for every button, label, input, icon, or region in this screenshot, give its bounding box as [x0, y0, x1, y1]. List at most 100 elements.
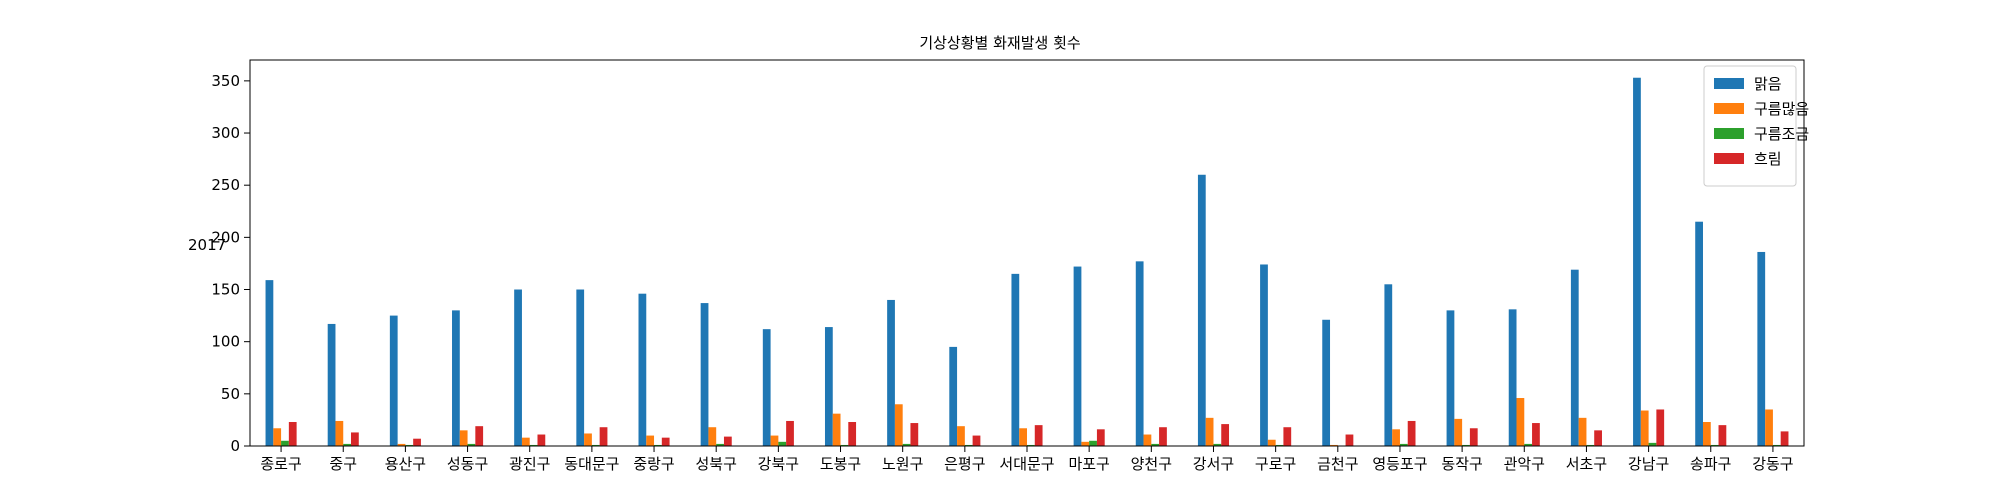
- bars-layer: [265, 77, 1789, 446]
- bar: [786, 420, 794, 446]
- bar: [521, 437, 530, 446]
- x-tick-label: 동대문구: [564, 455, 619, 473]
- bar: [1648, 442, 1657, 446]
- bar: [1221, 424, 1230, 446]
- bar: [1143, 434, 1152, 446]
- bar: [1275, 444, 1284, 446]
- bar: [1532, 423, 1540, 446]
- bar: [452, 310, 460, 446]
- bar: [1454, 418, 1463, 446]
- bar: [848, 422, 857, 446]
- bar: [1267, 439, 1276, 446]
- bar: [475, 426, 484, 446]
- bar: [1322, 319, 1331, 446]
- bar: [1384, 284, 1393, 446]
- bar: [1640, 410, 1649, 446]
- bar: [389, 315, 398, 446]
- bar: [887, 299, 895, 446]
- bar: [716, 443, 724, 446]
- legend-swatch: [1714, 78, 1744, 89]
- bar: [661, 437, 670, 446]
- x-tick-label: 종로구: [260, 455, 301, 473]
- x-tick-label: 서대문구: [999, 455, 1054, 473]
- y-tick-label: 350: [211, 72, 240, 90]
- series-4: [288, 409, 1789, 446]
- bar: [972, 435, 981, 446]
- x-tick-label: 영등포구: [1372, 455, 1427, 473]
- bar: [824, 327, 833, 446]
- bar: [1462, 444, 1470, 446]
- bar: [1330, 444, 1338, 446]
- y-tick-label: 200: [211, 228, 240, 246]
- bar: [335, 420, 344, 446]
- bar: [1695, 221, 1703, 446]
- bar: [576, 289, 585, 446]
- bar: [1283, 427, 1292, 446]
- bar: [1159, 427, 1167, 446]
- bar: [1073, 266, 1082, 446]
- bar: [1508, 309, 1517, 446]
- y-tick-label: 100: [211, 333, 240, 351]
- bar: [1710, 444, 1719, 446]
- bar: [1765, 409, 1773, 446]
- legend-swatch: [1714, 103, 1744, 114]
- bar: [1780, 431, 1789, 446]
- y-tick-label: 50: [221, 385, 240, 403]
- bar: [514, 289, 522, 446]
- y-axis-label: 2017: [188, 236, 226, 254]
- bar: [770, 435, 779, 446]
- bar: [281, 440, 289, 446]
- series-3: [281, 440, 1781, 446]
- bar: [327, 323, 336, 446]
- bar: [584, 433, 592, 446]
- x-tick-label: 강동구: [1752, 455, 1793, 473]
- legend-label: 흐림: [1754, 150, 1782, 168]
- x-tick-label: 양천구: [1131, 455, 1172, 473]
- x-tick-label: 송파구: [1690, 455, 1731, 473]
- bar: [1027, 444, 1035, 446]
- x-tick-label: 마포구: [1068, 455, 1109, 473]
- legend-label: 구름조금: [1754, 125, 1809, 143]
- bar: [459, 430, 468, 446]
- y-tick-label: 0: [230, 437, 240, 455]
- bar: [1399, 443, 1408, 446]
- legend-swatch: [1714, 153, 1744, 164]
- bar: [949, 346, 958, 446]
- bar: [910, 423, 919, 446]
- x-tick-label: 구로구: [1255, 455, 1296, 473]
- bar: [1081, 441, 1090, 446]
- chart-title: 기상상황별 화재발생 횟수: [919, 34, 1080, 52]
- bar: [273, 428, 282, 446]
- bar: [265, 280, 274, 446]
- bar: [599, 427, 608, 446]
- x-tick-label: 성동구: [447, 455, 488, 473]
- bar: [467, 443, 476, 446]
- x-tick-label: 서초구: [1566, 455, 1607, 473]
- bar: [840, 444, 849, 446]
- bar: [654, 444, 662, 446]
- bar: [1392, 429, 1400, 446]
- x-tick-label: 강남구: [1628, 455, 1669, 473]
- x-tick-label: 은평구: [944, 455, 985, 473]
- bar: [902, 443, 911, 446]
- bar: [1135, 261, 1144, 446]
- bar: [1586, 444, 1595, 446]
- bar: [762, 329, 771, 446]
- bar: [1702, 422, 1711, 446]
- y-tick-label: 300: [211, 124, 240, 142]
- bar: [1260, 264, 1268, 446]
- bar: [1151, 443, 1160, 446]
- bar: [646, 435, 655, 446]
- bar: [1633, 77, 1641, 446]
- bar: [413, 438, 421, 446]
- bar: [708, 427, 717, 446]
- bar: [397, 443, 406, 446]
- x-tick-label: 광진구: [509, 455, 550, 473]
- bar: [1469, 428, 1478, 446]
- bar: [638, 293, 647, 446]
- y-tick-label: 250: [211, 176, 240, 194]
- bar: [1011, 273, 1020, 446]
